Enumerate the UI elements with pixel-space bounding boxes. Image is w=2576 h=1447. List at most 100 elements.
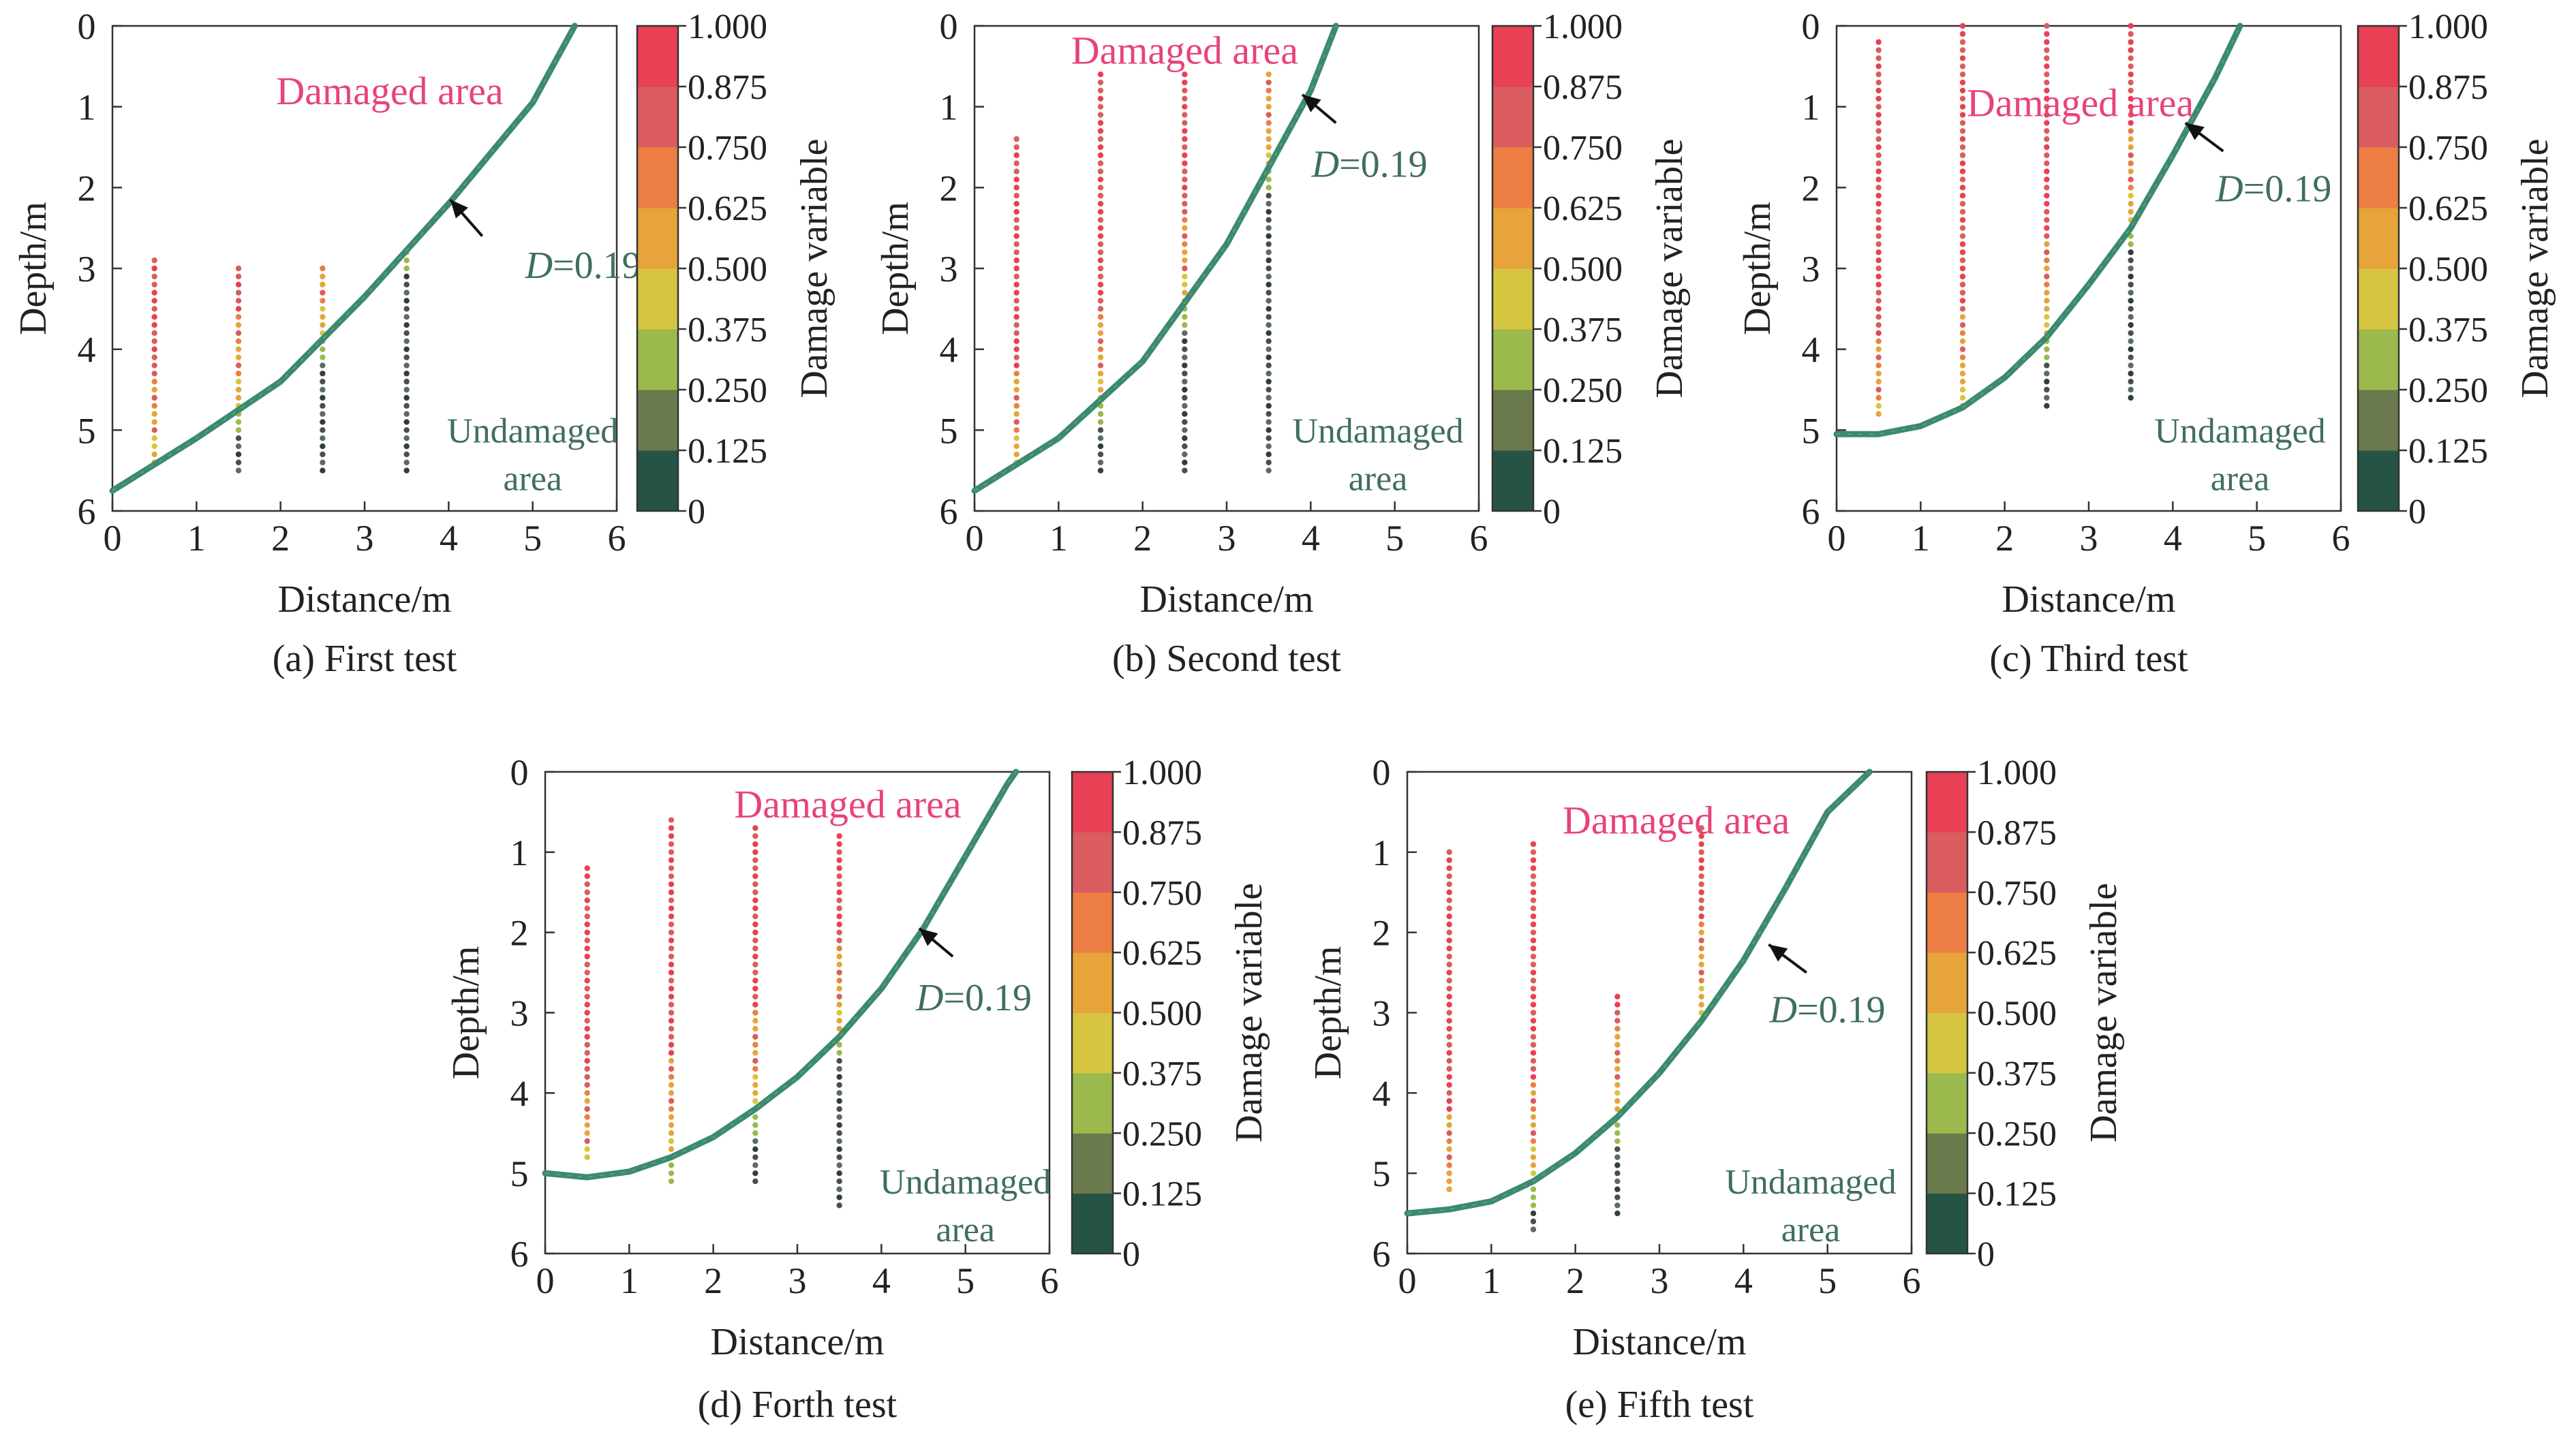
scan-point: [836, 1050, 842, 1056]
undamaged-area-label-line2: area: [1349, 459, 1408, 498]
scan-point: [752, 1018, 758, 1024]
y-tick-label: 1: [78, 87, 96, 128]
y-tick-label: 2: [1373, 913, 1391, 954]
scan-point: [1875, 128, 1882, 134]
scan-point: [1530, 1186, 1537, 1192]
scan-point: [403, 378, 410, 385]
scan-point: [1875, 55, 1882, 61]
scan-point: [752, 857, 758, 863]
scan-point: [1097, 362, 1104, 369]
scan-point: [1959, 281, 1966, 287]
scan-point: [1013, 176, 1019, 183]
scan-point: [836, 841, 842, 847]
colorbar-segment: [1927, 772, 1967, 833]
scan-point: [1097, 419, 1104, 425]
threshold-arrow-head: [1768, 944, 1788, 962]
threshold-label: D=0.19: [2215, 168, 2331, 210]
threshold-variable: D: [1311, 144, 1339, 186]
scan-point: [2128, 55, 2134, 61]
scan-point: [1875, 290, 1882, 296]
scan-point: [1182, 443, 1188, 450]
panel-caption: (b) Second test: [1112, 638, 1341, 680]
x-tick-label: 0: [1398, 1260, 1417, 1301]
scan-point: [1097, 200, 1104, 207]
scan-point: [752, 865, 758, 871]
scan-point: [1013, 217, 1019, 223]
scan-point: [1097, 193, 1104, 199]
scan-point: [1959, 200, 1966, 207]
scan-point: [1698, 993, 1704, 1000]
scan-point: [2044, 47, 2050, 53]
scan-point: [151, 451, 157, 458]
scan-point: [151, 386, 157, 393]
scan-point: [1266, 459, 1272, 465]
scan-point: [1013, 265, 1019, 272]
y-tick-label: 3: [940, 249, 958, 290]
scan-point: [1266, 200, 1272, 207]
colorbar-tick-label: 0.125: [1543, 432, 1623, 471]
scan-point: [235, 443, 242, 450]
x-tick-label: 3: [788, 1260, 807, 1301]
scan-line-1: [151, 257, 157, 465]
scan-point: [1614, 1058, 1621, 1064]
scan-point: [836, 1114, 842, 1120]
scan-point: [1446, 873, 1452, 880]
scan-point: [1875, 386, 1882, 393]
scan-point: [1530, 978, 1537, 984]
scan-point: [584, 1050, 590, 1056]
scan-point: [1266, 152, 1272, 159]
colorbar-segment: [1927, 832, 1967, 893]
scan-point: [403, 346, 410, 352]
y-axis-label: Depth/m: [445, 946, 487, 1080]
scan-point: [584, 1042, 590, 1048]
scan-point: [2044, 22, 2050, 29]
scan-point: [1013, 451, 1019, 458]
scan-point: [2128, 120, 2134, 126]
scan-point: [1013, 330, 1019, 337]
y-tick-label: 0: [1373, 752, 1391, 793]
y-axis-label: Depth/m: [874, 202, 917, 335]
scan-point: [1013, 306, 1019, 312]
threshold-value: =0.19: [943, 977, 1032, 1019]
scan-point: [752, 1050, 758, 1056]
colorbar-label: Damage variable: [1228, 883, 1270, 1142]
scan-point: [668, 849, 675, 856]
threshold-variable: D: [915, 977, 943, 1019]
x-tick-label: 3: [356, 518, 374, 559]
colorbar-tick-label: 0.500: [2408, 250, 2488, 289]
scan-point: [668, 1146, 675, 1153]
scan-point: [403, 298, 410, 304]
scan-point: [403, 281, 410, 287]
scan-point: [235, 378, 242, 385]
scan-point: [1530, 849, 1537, 856]
scan-point: [752, 1082, 758, 1088]
scan-point: [836, 1162, 842, 1168]
scan-point: [1097, 160, 1104, 166]
scan-point: [151, 281, 157, 287]
scan-point: [1013, 136, 1019, 142]
scan-point: [1446, 881, 1452, 888]
colorbar-segment: [2358, 268, 2399, 330]
scan-point: [1698, 849, 1704, 856]
scan-point: [1446, 969, 1452, 976]
scan-point: [836, 978, 842, 984]
scan-point: [403, 443, 410, 450]
scan-point: [1182, 152, 1188, 159]
scan-point: [2128, 322, 2134, 328]
scan-point: [2128, 136, 2134, 142]
scan-point: [320, 459, 326, 465]
scan-point: [1266, 265, 1272, 272]
scan-line-4: [836, 833, 842, 1209]
scan-point: [320, 354, 326, 360]
scan-point: [2044, 233, 2050, 239]
scan-point: [752, 1074, 758, 1080]
scan-point: [584, 1098, 590, 1104]
scan-point: [1875, 47, 1882, 53]
scan-point: [235, 298, 242, 304]
colorbar: 0 0.125 0.250 0.375 0.500 0.625 0.750 0.875 1.00…: [1491, 7, 1691, 531]
scan-point: [836, 937, 842, 944]
scan-point: [403, 330, 410, 337]
scan-point: [752, 841, 758, 847]
scan-point: [836, 905, 842, 912]
